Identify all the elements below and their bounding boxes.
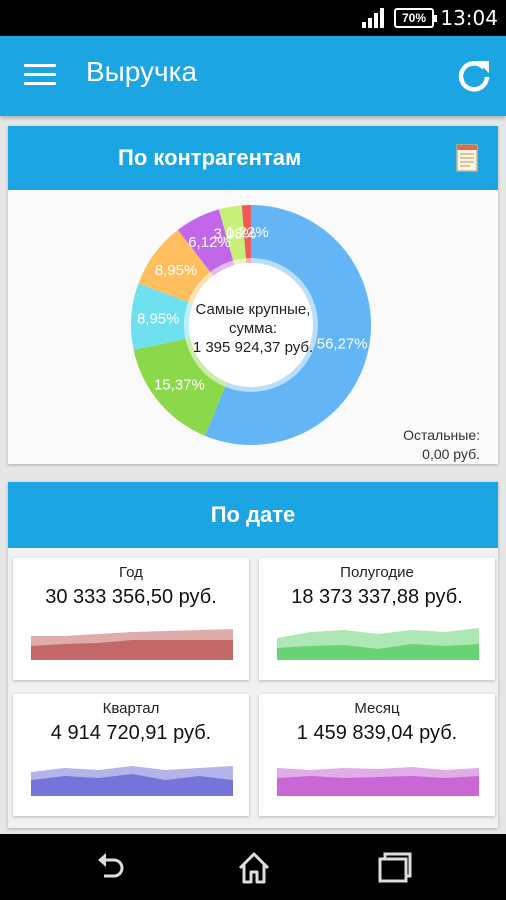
by-date-title: По дате xyxy=(210,502,296,527)
clock: 13:04 xyxy=(440,6,498,30)
others-value: 0,00 руб. xyxy=(422,446,480,462)
donut-slice[interactable] xyxy=(138,229,214,304)
center-line-1: Самые крупные, xyxy=(195,301,311,318)
tile-quarter[interactable]: Квартал 4 914 720,91 руб. xyxy=(13,694,249,816)
donut-slice[interactable] xyxy=(218,205,247,266)
slice-label: 8,95% xyxy=(137,310,180,327)
sparkline-chart xyxy=(31,629,233,660)
slice-label: 56,27% xyxy=(317,335,368,352)
status-bar: 70% 13:04 xyxy=(0,0,506,36)
slice-label: 15,37% xyxy=(154,376,205,393)
donut-chart-area: 56,27% 15,37% 8,95% 8,95% 6,12% 3,08% 1,22% Са… xyxy=(8,190,498,464)
app-bar: Выручка xyxy=(0,36,506,116)
tile-value: 1 459 839,04 руб. xyxy=(296,722,458,744)
tile-value: 4 914 720,91 руб. xyxy=(50,722,212,744)
donut-chart[interactable]: 56,27% 15,37% 8,95% 8,95% 6,12%3,08%1,22% xyxy=(130,204,372,446)
by-date-header: По дате xyxy=(8,482,498,548)
donut-center-text: Самые крупные, сумма: 1 395 924,37 руб. xyxy=(168,300,338,357)
tile-month[interactable]: Месяц 1 459 839,04 руб. xyxy=(259,694,495,816)
sparkline-area xyxy=(277,644,479,660)
slice-label: 8,95% xyxy=(155,262,198,279)
donut-slice[interactable] xyxy=(177,209,235,276)
tile-half-year[interactable]: Полугодие 18 373 337,88 руб. xyxy=(259,558,495,680)
home-icon[interactable] xyxy=(234,848,274,888)
menu-icon[interactable] xyxy=(24,64,56,88)
donut-slice[interactable] xyxy=(241,205,251,264)
center-line-3: 1 395 924,37 руб. xyxy=(192,339,314,356)
sparkline-chart xyxy=(31,766,233,796)
tile-label: Месяц xyxy=(354,700,400,717)
slice-label: 3,08% xyxy=(214,225,257,242)
refresh-icon[interactable] xyxy=(456,58,492,94)
slice-label: 1,22% xyxy=(226,224,269,241)
by-date-card: По дате Год 30 333 356,50 руб. Полугодие… xyxy=(8,482,498,828)
center-line-2: сумма: xyxy=(229,320,277,337)
tile-label: Квартал xyxy=(102,700,160,717)
donut-slice[interactable] xyxy=(131,283,193,350)
donut-slice[interactable] xyxy=(204,205,371,445)
navigation-bar xyxy=(0,834,506,900)
sparkline-area xyxy=(277,776,479,796)
document-icon[interactable] xyxy=(456,144,478,172)
donut-slice[interactable] xyxy=(133,337,228,436)
recent-apps-icon[interactable] xyxy=(374,848,414,888)
tile-label: Год xyxy=(119,564,143,581)
donut-hole xyxy=(184,258,318,392)
tile-year[interactable]: Год 30 333 356,50 руб. xyxy=(13,558,249,680)
battery-icon: 70% xyxy=(394,8,437,28)
slice-label: 6,12% xyxy=(188,234,231,251)
tile-label: Полугодие xyxy=(340,564,414,581)
counterparties-header: По контрагентам xyxy=(8,126,498,190)
sparkline-chart xyxy=(277,628,479,660)
counterparties-title: По контрагентам xyxy=(118,145,302,170)
counterparties-card: По контрагентам 56,27% 15,37% 8,95% 8,95% 6,… xyxy=(8,126,498,464)
signal-icon xyxy=(362,8,384,28)
sparkline-area xyxy=(31,774,233,796)
page-title: Выручка xyxy=(86,56,198,87)
sparkline-chart xyxy=(277,767,479,796)
others-label: Остальные: xyxy=(403,427,480,443)
back-icon[interactable] xyxy=(94,848,134,888)
tile-value: 30 333 356,50 руб. xyxy=(45,586,217,608)
tile-value: 18 373 337,88 руб. xyxy=(291,586,463,608)
sparkline-area xyxy=(31,640,233,660)
others-summary: Остальные: 0,00 руб. xyxy=(403,426,480,464)
